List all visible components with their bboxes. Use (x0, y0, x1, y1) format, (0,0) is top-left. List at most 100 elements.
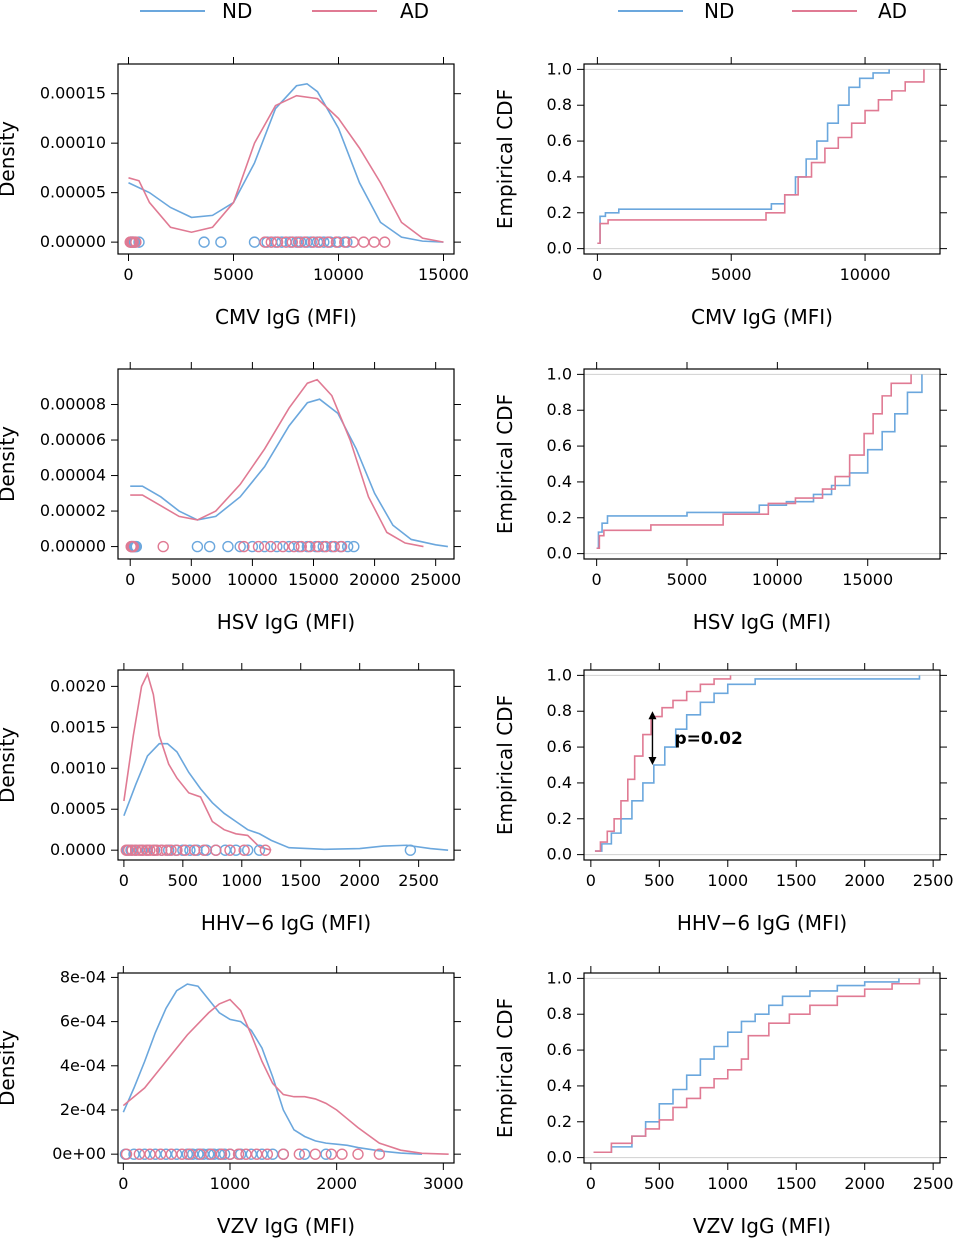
rug-point-ad (330, 236, 343, 248)
rug-point-nd (241, 844, 254, 856)
panel-hhv6-ecdf: 0 500 1000 1500 2000 2500 0.0 0.2 0.4 0.6 0.8 1.0 HH… (493, 663, 954, 935)
rug-point-ad (265, 236, 277, 248)
y-tick-label: 0.2 (547, 809, 572, 828)
legend-nd-label: ND (222, 0, 252, 23)
y-axis-title: Density (0, 727, 19, 803)
x-tick-label: 5000 (711, 265, 752, 284)
y-tick-label: 0.4 (547, 167, 572, 186)
rug-point-ad (280, 236, 292, 248)
x-tick-label: 0 (119, 871, 129, 890)
rug-point-ad (127, 540, 139, 553)
panel-cmv-ecdf: 0 5000 10000 0.0 0.2 0.4 0.6 0.8 1.0 CMV IgG (MFI… (493, 57, 947, 329)
y-tick-label: 0.2 (547, 508, 572, 527)
y-tick-label: 4e-04 (60, 1056, 106, 1075)
y-tick-label: 0.4 (547, 773, 572, 792)
x-tick-label: 1500 (776, 871, 817, 890)
rug-point-ad (130, 236, 142, 248)
plot-frame (583, 368, 941, 560)
rug-point-nd (191, 540, 204, 553)
rug-point-ad (328, 540, 340, 553)
rug-point-nd (222, 540, 234, 553)
y-tick-label: 0.0 (547, 239, 572, 258)
legend-ad-label: AD (878, 0, 907, 23)
panel-vzv-density: 0 1000 2000 3000 0e+00 2e-04 4e-04 6e-04 8e-04 VZ… (0, 966, 464, 1238)
rug-point-ad (373, 1148, 386, 1160)
panel-hsv-ecdf: 0 5000 10000 15000 0.0 0.2 0.4 0.6 0.8 1.0 HSV IgG… (493, 362, 947, 634)
rug-point-ad (224, 844, 236, 856)
x-tick-label: 0 (118, 1174, 128, 1193)
x-axis-title: HSV IgG (MFI) (693, 610, 832, 634)
panel-hhv6-density: 0 500 1000 1500 2000 2500 0.0000 0.0005 0.0010 0.… (0, 663, 461, 935)
plot-frame (117, 972, 455, 1164)
x-tick-label: 1000 (210, 1174, 251, 1193)
series-line-nd (596, 374, 923, 550)
y-tick-label: 0.2 (547, 1112, 572, 1131)
x-tick-label: 500 (168, 871, 199, 890)
rug-point-ad (238, 844, 250, 856)
series-line-ad (128, 94, 444, 243)
panel-cmv-density: 0 5000 10000 15000 0.00000 0.00005 0.00010 0.00… (0, 57, 469, 329)
x-axis-title: HSV IgG (MFI) (217, 610, 356, 634)
legend-right: ND AD (618, 0, 907, 23)
y-axis-title: Empirical CDF (493, 695, 517, 835)
y-tick-label: 0.00005 (40, 183, 106, 202)
x-tick-label: 0 (125, 570, 135, 589)
annotation-arrow-head-up (648, 711, 657, 720)
y-tick-label: 0.0 (547, 845, 572, 864)
x-tick-label: 5000 (213, 265, 254, 284)
rug-point-nd (200, 844, 213, 856)
x-axis-title: VZV IgG (MFI) (693, 1214, 831, 1238)
series-line-nd (130, 398, 449, 548)
y-tick-label: 0.00008 (40, 395, 106, 414)
series-line-nd (593, 978, 900, 1154)
rug-point-ad (313, 236, 326, 248)
x-tick-label: 25000 (410, 570, 461, 589)
plot-frame (117, 368, 455, 560)
x-tick-label: 2000 (844, 871, 885, 890)
x-tick-label: 20000 (349, 570, 400, 589)
y-tick-label: 0e+00 (52, 1144, 106, 1163)
rug-point-ad (147, 844, 160, 856)
series-line-ad (130, 378, 424, 548)
x-axis-title: CMV IgG (MFI) (215, 305, 357, 329)
rug-point-ad (277, 540, 289, 553)
rug-point-ad (271, 236, 284, 248)
x-tick-label: 2500 (913, 1174, 954, 1193)
x-tick-label: 2000 (844, 1174, 885, 1193)
x-tick-label: 0 (586, 1174, 596, 1193)
x-tick-label: 1000 (221, 871, 262, 890)
series-line-nd (122, 983, 423, 1155)
y-tick-label: 8e-04 (60, 967, 106, 986)
rug-point-ad (288, 540, 300, 553)
y-tick-label: 1.0 (547, 59, 572, 78)
rug-point-ad (368, 236, 380, 248)
rug-point-nd (203, 540, 216, 553)
rug-point-nd (348, 540, 360, 553)
legend-ad-label: AD (400, 0, 429, 23)
x-axis-title: CMV IgG (MFI) (691, 305, 833, 329)
rug-point-nd (248, 236, 261, 248)
y-tick-label: 0.6 (547, 1040, 572, 1059)
y-tick-label: 1.0 (547, 364, 572, 383)
rug-point-nd (130, 540, 143, 553)
x-tick-label: 500 (644, 1174, 675, 1193)
rug-point-ad (312, 540, 325, 553)
x-axis-title: VZV IgG (MFI) (217, 1214, 355, 1238)
panels: 0 5000 10000 150000.000000.000050.000100.00… (0, 57, 954, 1238)
plot-frame (117, 669, 455, 861)
rug-point-ad (293, 1148, 306, 1160)
rug-point-nd (258, 540, 271, 553)
y-tick-label: 0.00010 (40, 133, 106, 152)
x-tick-label: 15000 (288, 570, 339, 589)
rug-point-ad (307, 236, 319, 248)
x-tick-label: 2500 (398, 871, 439, 890)
annotation-p-value: p=0.02 (674, 729, 742, 749)
rug-point-ad (144, 844, 156, 856)
rug-point-ad (277, 1148, 290, 1160)
rug-point-ad (358, 236, 370, 248)
series-line-ad (122, 998, 449, 1155)
y-axis-title: Density (0, 426, 19, 502)
rug-point-nd (133, 236, 145, 248)
x-tick-label: 15000 (842, 570, 893, 589)
y-tick-label: 0.0 (547, 544, 572, 563)
